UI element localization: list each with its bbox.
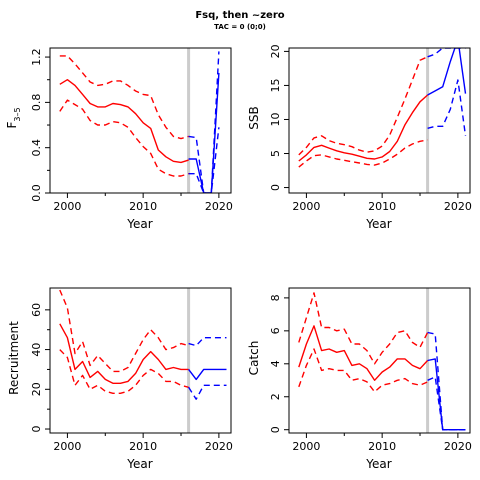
x-tick-label-ssb-2000: 2000 <box>292 200 320 213</box>
x-tick-label-catch-2020: 2020 <box>444 440 472 453</box>
x-tick-label-recruitment-2020: 2020 <box>205 440 233 453</box>
ylabel-f35-main: F <box>5 122 19 129</box>
y-tick-label-catch-2: 4 <box>269 360 282 367</box>
y-tick-label-catch-4: 8 <box>269 294 282 301</box>
y-tick-label-recruitment-3: 60 <box>30 303 43 317</box>
series-group-f35 <box>59 51 220 193</box>
panel-recruitment: Recruitment Year 2000 2010 2020 0 20 40 60 <box>7 287 233 471</box>
x-tick-label-catch-2010: 2010 <box>368 440 396 453</box>
series-ssb-projection-lower <box>427 79 467 136</box>
y-tick-label-recruitment-1: 20 <box>30 382 43 396</box>
y-tick-label-ssb-0: 0 <box>269 184 282 191</box>
series-group-ssb <box>298 48 467 168</box>
series-catch-projection-lower <box>427 376 466 431</box>
figure-subtitle: TAC = 0 (0;0) <box>214 23 266 31</box>
x-tick-label-catch-2000: 2000 <box>292 440 320 453</box>
y-tick-label-f35-2: 0.8 <box>30 94 43 112</box>
series-recruitment-historical-median <box>59 323 189 384</box>
series-catch-historical-lower <box>298 348 428 393</box>
y-tick-label-recruitment-2: 40 <box>30 343 43 357</box>
series-catch-projection-upper <box>427 331 466 431</box>
ylabel-catch: Catch <box>247 341 261 376</box>
y-tick-label-f35-0: 0.0 <box>30 184 43 202</box>
x-tick-label-f35-2020: 2020 <box>205 200 233 213</box>
x-tick-label-ssb-2010: 2010 <box>368 200 396 213</box>
y-tick-label-ssb-4: 20 <box>269 44 282 58</box>
series-group-recruitment <box>59 289 227 400</box>
series-f35-projection-upper <box>188 51 220 193</box>
ylabel-f35: F3–5 <box>5 107 22 128</box>
series-catch-historical-upper <box>298 292 429 365</box>
y-tick-label-f35-1: 0.4 <box>30 139 43 157</box>
series-group-catch <box>298 292 466 431</box>
plot-frame-ssb <box>288 47 471 194</box>
x-tick-label-f35-2010: 2010 <box>129 200 157 213</box>
y-tick-label-catch-0: 0 <box>269 426 282 433</box>
series-ssb-historical-median <box>298 94 429 162</box>
series-recruitment-historical-lower <box>59 349 189 394</box>
plot-frame-catch <box>288 287 471 434</box>
plot-frame-f35 <box>49 47 232 194</box>
series-recruitment-projection-lower <box>188 384 227 400</box>
series-f35-historical-upper <box>59 55 189 140</box>
series-ssb-historical-upper <box>298 56 428 156</box>
series-f35-historical-lower <box>59 99 189 177</box>
y-tick-label-ssb-3: 15 <box>269 78 282 92</box>
panel-ssb: SSB Year 2000 2010 2020 0 5 10 15 20 <box>247 44 472 231</box>
ylabel-recruitment: Recruitment <box>7 321 21 395</box>
x-tick-label-recruitment-2010: 2010 <box>129 440 157 453</box>
x-tick-label-recruitment-2000: 2000 <box>53 440 81 453</box>
series-f35-historical-median <box>59 78 189 164</box>
y-tick-label-ssb-1: 5 <box>269 150 282 157</box>
y-tick-label-f35-3: 1.2 <box>30 48 43 66</box>
series-recruitment-historical-upper <box>59 289 189 373</box>
ylabel-f35-sub: 3–5 <box>13 107 22 121</box>
ylabel-ssb: SSB <box>247 106 261 129</box>
xlabel-recruitment: Year <box>126 457 152 471</box>
y-tick-label-recruitment-0: 0 <box>30 426 43 433</box>
y-tick-label-catch-1: 2 <box>269 393 282 400</box>
figure-title: Fsq, then ~zero <box>195 10 285 21</box>
series-recruitment-projection-median <box>188 368 227 381</box>
y-tick-label-catch-3: 6 <box>269 327 282 334</box>
x-tick-label-ssb-2020: 2020 <box>444 200 472 213</box>
xlabel-ssb: Year <box>365 217 391 231</box>
series-f35-projection-lower <box>188 127 220 193</box>
series-recruitment-projection-upper <box>188 337 227 347</box>
series-ssb-historical-lower <box>298 139 428 168</box>
panel-f35: F3–5 Year 2000 2010 2020 0.0 0.4 0.8 1.2 <box>5 47 233 231</box>
xlabel-f35: Year <box>126 217 152 231</box>
series-catch-projection-median <box>427 358 466 431</box>
xlabel-catch: Year <box>365 457 391 471</box>
plot-frame-recruitment <box>49 287 232 434</box>
series-catch-historical-median <box>298 325 429 381</box>
y-tick-label-ssb-2: 10 <box>269 112 282 126</box>
x-tick-label-f35-2000: 2000 <box>53 200 81 213</box>
panel-catch: Catch Year 2000 2010 2020 0 2 4 6 8 <box>247 287 472 471</box>
